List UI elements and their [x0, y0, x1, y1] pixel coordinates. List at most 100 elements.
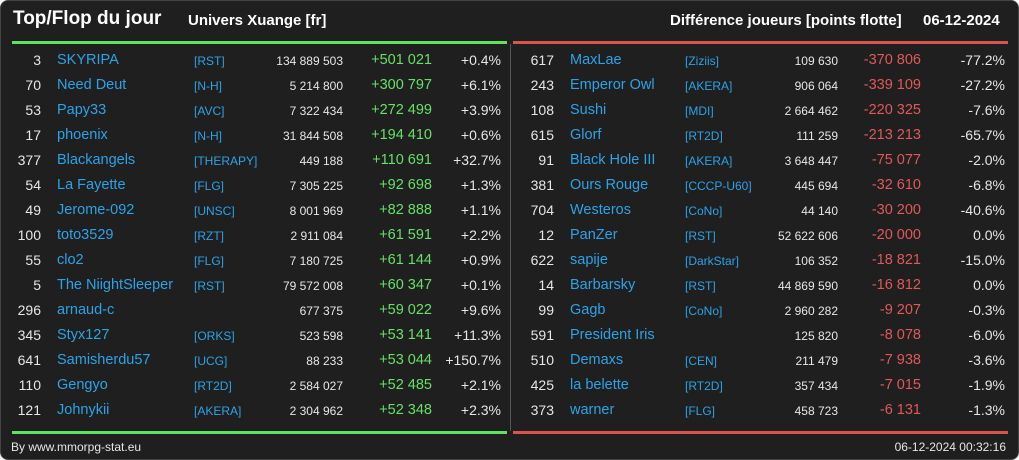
player-name-link[interactable]: clo2	[57, 252, 84, 268]
percent-change: +3.9%	[460, 102, 501, 118]
player-points: 2 304 962	[289, 404, 343, 418]
player-name-link[interactable]: Black Hole III	[570, 152, 656, 168]
player-points: 357 434	[794, 379, 838, 393]
percent-change: -3.6%	[968, 352, 1005, 368]
alliance-tag-link[interactable]: [THERAPY]	[194, 154, 258, 168]
player-points: 88 233	[306, 354, 343, 368]
player-name-link[interactable]: Demaxs	[570, 352, 624, 368]
player-name-link[interactable]: La Fayette	[57, 177, 126, 193]
alliance-tag-link[interactable]: [FLG]	[685, 404, 716, 418]
percent-change: -1.3%	[968, 402, 1005, 418]
alliance-tag-link[interactable]: [CEN]	[685, 354, 718, 368]
alliance-tag-link[interactable]: [AKERA]	[685, 154, 733, 168]
percent-change: +0.4%	[460, 52, 501, 68]
player-points: 111 259	[796, 129, 838, 143]
top-player-row: 3 SKYRIPA [RST] 134 889 503 +501 021 +0.4%	[1, 48, 510, 73]
player-name-link[interactable]: SKYRIPA	[57, 52, 119, 68]
player-rank: 49	[25, 202, 41, 218]
alliance-tag-link[interactable]: [N-H]	[194, 129, 222, 143]
alliance-tag-link[interactable]: [AKERA]	[685, 79, 733, 93]
player-name-link[interactable]: warner	[570, 402, 615, 418]
alliance-tag-link[interactable]: [CoNo]	[685, 304, 723, 318]
alliance-tag-link[interactable]: [CoNo]	[685, 204, 723, 218]
player-points: 7 305 225	[289, 179, 343, 193]
player-rank: 5	[33, 277, 41, 293]
alliance-tag-link[interactable]: [RST]	[194, 54, 225, 68]
alliance-tag-link[interactable]: [RZT]	[194, 229, 224, 243]
player-rank: 3	[33, 52, 41, 68]
player-rank: 243	[530, 77, 554, 93]
flop-player-row: 373 warner [FLG] 458 723 -6 131 -1.3%	[511, 398, 1018, 423]
points-difference: -370 806	[863, 52, 921, 68]
player-name-link[interactable]: arnaud-c	[57, 302, 115, 318]
player-name-link[interactable]: Blackangels	[57, 152, 136, 168]
player-name-link[interactable]: Jerome-092	[57, 202, 135, 218]
points-difference: +194 410	[371, 127, 432, 143]
alliance-tag-link[interactable]: [RT2D]	[194, 379, 232, 393]
player-points: 106 352	[794, 254, 838, 268]
player-name-link[interactable]: Westeros	[570, 202, 631, 218]
alliance-tag-link[interactable]: [RT2D]	[685, 129, 723, 143]
player-name-link[interactable]: President Iris	[570, 327, 655, 343]
player-name-link[interactable]: phoenix	[57, 127, 108, 143]
top-player-row: 54 La Fayette [FLG] 7 305 225 +92 698 +1.3%	[1, 173, 510, 198]
percent-change: +2.3%	[460, 402, 501, 418]
player-name-link[interactable]: sapije	[570, 252, 608, 268]
alliance-tag-link[interactable]: [AKERA]	[194, 404, 242, 418]
alliance-tag-link[interactable]: [UCG]	[194, 354, 228, 368]
percent-change: 0.0%	[973, 277, 1005, 293]
player-name-link[interactable]: Papy33	[57, 102, 107, 118]
percent-change: -77.2%	[960, 52, 1005, 68]
player-name-link[interactable]: Gengyo	[57, 377, 108, 393]
alliance-tag-link[interactable]: [RT2D]	[685, 379, 723, 393]
player-name-link[interactable]: PanZer	[570, 227, 618, 243]
alliance-tag-link[interactable]: [FLG]	[194, 179, 225, 193]
alliance-tag-link[interactable]: [MDI]	[685, 104, 714, 118]
player-name-link[interactable]: Johnykii	[57, 402, 110, 418]
percent-change: -65.7%	[960, 127, 1005, 143]
points-difference: +60 347	[379, 277, 432, 293]
player-name-link[interactable]: MaxLae	[570, 52, 622, 68]
top-player-row: 100 toto3529 [RZT] 2 911 084 +61 591 +2.2%	[1, 223, 510, 248]
flop-player-row: 617 MaxLae [Ziziis] 109 630 -370 806 -77.2%	[511, 48, 1018, 73]
flop-player-row: 615 Glorf [RT2D] 111 259 -213 213 -65.7%	[511, 123, 1018, 148]
player-points: 2 960 282	[784, 304, 838, 318]
alliance-tag-link[interactable]: [UNSC]	[194, 204, 235, 218]
flop-players-list: 617 MaxLae [Ziziis] 109 630 -370 806 -77.2% 24…	[511, 48, 1018, 423]
player-name-link[interactable]: Glorf	[570, 127, 602, 143]
alliance-tag-link[interactable]: [AVC]	[194, 104, 225, 118]
percent-change: +1.1%	[460, 202, 501, 218]
percent-change: -6.0%	[968, 327, 1005, 343]
player-name-link[interactable]: Emperor Owl	[570, 77, 655, 93]
player-name-link[interactable]: toto3529	[57, 227, 114, 243]
alliance-tag-link[interactable]: [N-H]	[194, 79, 222, 93]
player-name-link[interactable]: la belette	[570, 377, 629, 393]
alliance-tag-link[interactable]: [Ziziis]	[685, 54, 719, 68]
player-name-link[interactable]: The NiightSleeper	[57, 277, 174, 293]
player-name-link[interactable]: Need Deut	[57, 77, 127, 93]
percent-change: 0.0%	[973, 227, 1005, 243]
alliance-tag-link[interactable]: [FLG]	[194, 254, 225, 268]
alliance-tag-link[interactable]: [ORKS]	[194, 329, 235, 343]
points-difference: +53 044	[379, 352, 432, 368]
player-name-link[interactable]: Samisherdu57	[57, 352, 151, 368]
alliance-tag-link[interactable]: [RST]	[685, 229, 716, 243]
player-name-link[interactable]: Barbarsky	[570, 277, 636, 293]
alliance-tag-link[interactable]: [DarkStar]	[685, 254, 740, 268]
player-name-link[interactable]: Gagb	[570, 302, 606, 318]
player-points: 2 911 084	[290, 229, 344, 243]
player-name-link[interactable]: Ours Rouge	[570, 177, 649, 193]
player-name-link[interactable]: Sushi	[570, 102, 607, 118]
flop-player-row: 12 PanZer [RST] 52 622 606 -20 000 0.0%	[511, 223, 1018, 248]
player-rank: 55	[25, 252, 41, 268]
alliance-tag-link[interactable]: [RST]	[685, 279, 716, 293]
player-name-link[interactable]: Styx127	[57, 327, 110, 343]
player-points: 906 064	[794, 79, 838, 93]
top-players-list: 3 SKYRIPA [RST] 134 889 503 +501 021 +0.4% 70 N…	[1, 48, 510, 423]
alliance-tag-link[interactable]: [RST]	[194, 279, 225, 293]
points-difference: -8 078	[879, 327, 921, 343]
alliance-tag-link[interactable]: [CCCP-U60]	[685, 179, 752, 193]
player-rank: 373	[530, 402, 554, 418]
points-difference: -220 325	[863, 102, 921, 118]
